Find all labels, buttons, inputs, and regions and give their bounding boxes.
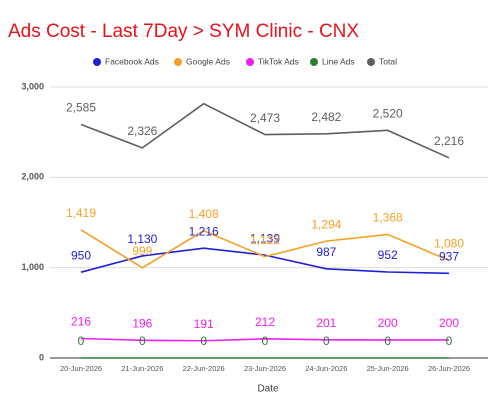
data-label: 212 (255, 315, 275, 329)
data-label: 999 (132, 244, 152, 258)
data-label: 0 (323, 334, 330, 348)
x-tick-label: 21-Jun-2026 (121, 364, 163, 373)
chart-title: Ads Cost - Last 7Day > SYM Clinic - CNX (8, 21, 359, 42)
data-label: 1,122 (250, 233, 280, 247)
y-tick-label: 3,000 (21, 81, 44, 91)
x-tick-label: 20-Jun-2026 (60, 364, 102, 373)
data-label: 952 (378, 248, 398, 262)
data-label: 216 (71, 315, 91, 329)
x-tick-label: 25-Jun-2026 (367, 364, 409, 373)
data-label: 1,130 (127, 232, 157, 246)
data-label: 2,473 (250, 111, 280, 125)
series-line (80, 229, 450, 269)
x-tick-label: 22-Jun-2026 (183, 364, 225, 373)
data-label: 196 (132, 316, 152, 330)
series-line (80, 337, 449, 342)
data-label: 0 (384, 334, 391, 348)
data-label: 191 (194, 317, 214, 331)
y-tick-label: 1,000 (21, 262, 44, 272)
data-label: 201 (316, 316, 336, 330)
data-label: 1,216 (189, 224, 219, 238)
y-tick-label: 0 (39, 352, 44, 362)
data-label: 1,408 (189, 207, 219, 221)
data-label: 200 (439, 316, 459, 330)
series-line (80, 102, 450, 159)
data-label: 2,585 (66, 101, 96, 115)
data-label: 2,216 (434, 134, 464, 148)
legend-marker (367, 58, 375, 66)
data-label: 1,294 (311, 217, 341, 231)
data-label: 0 (200, 334, 207, 348)
legend-label: Total (379, 56, 397, 66)
data-label: 1,139 (250, 231, 280, 245)
data-label: 2,482 (311, 110, 341, 124)
y-tick-label: 2,000 (21, 172, 44, 182)
data-label: 987 (316, 245, 336, 259)
data-label: 1,419 (66, 206, 96, 220)
x-tick-label: 26-Jun-2026 (428, 364, 470, 373)
legend-marker (310, 58, 318, 66)
data-label: 2,520 (373, 107, 403, 121)
legend-marker (174, 58, 182, 66)
data-label: 200 (378, 316, 398, 330)
x-tick-label: 23-Jun-2026 (244, 364, 286, 373)
series-line (80, 247, 450, 275)
data-label: 0 (78, 334, 85, 348)
data-label: 0 (446, 334, 453, 348)
legend-marker (93, 58, 101, 66)
data-label: 950 (71, 248, 91, 262)
x-axis-title: Date (257, 384, 279, 395)
x-tick-label: 24-Jun-2026 (305, 364, 347, 373)
legend-marker (246, 58, 254, 66)
data-label: 937 (439, 250, 459, 264)
data-label: 2,326 (127, 124, 157, 138)
data-label: 0 (262, 334, 269, 348)
data-label: 1,368 (373, 211, 403, 225)
legend-label: TikTok Ads (258, 56, 299, 66)
data-label: 0 (139, 334, 146, 348)
data-label: 1,080 (434, 237, 464, 251)
legend-label: Google Ads (186, 56, 230, 66)
legend-label: Line Ads (322, 56, 355, 66)
legend-label: Facebook Ads (105, 56, 159, 66)
